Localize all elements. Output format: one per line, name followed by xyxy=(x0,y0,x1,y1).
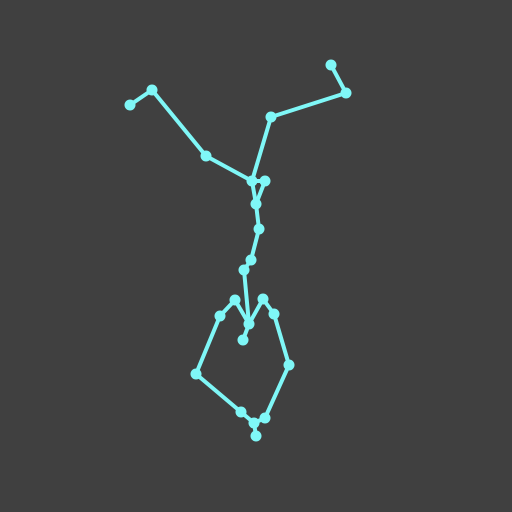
joint-head_l xyxy=(124,99,136,111)
joint-pelvis xyxy=(238,264,250,276)
joint-head xyxy=(325,59,337,71)
joint-ankle_l xyxy=(235,406,247,418)
joint-foot_r xyxy=(250,430,262,442)
bone-knee_r-ankle_r xyxy=(263,363,291,420)
joint-groin xyxy=(237,334,249,346)
joint-knee_l xyxy=(190,368,202,380)
bone-pelvis-crotch xyxy=(242,268,251,326)
joint-chest_a xyxy=(246,175,258,187)
joint-shoulder_r xyxy=(265,111,277,123)
joint-spine_2 xyxy=(253,223,265,235)
joint-neck_l xyxy=(146,84,158,96)
bone-neck_l-elbow_l xyxy=(150,88,208,158)
joint-neck_r xyxy=(340,87,352,99)
joint-knee_r xyxy=(283,359,295,371)
bone-shoulder_r-chest_a xyxy=(250,115,273,183)
bone-knee_l-ankle_l xyxy=(194,372,243,414)
joint-crotch xyxy=(243,318,255,330)
bone-knee_l_top-knee_l xyxy=(194,314,222,376)
joint-chest_b xyxy=(259,175,271,187)
joint-elbow_l xyxy=(200,150,212,162)
bone-elbow_l-chest_a xyxy=(204,154,254,183)
joint-knee_l_top xyxy=(214,310,226,322)
bone-knee_r_top-knee_r xyxy=(272,312,291,367)
joint-spine_3 xyxy=(245,254,257,266)
joint-hip_r xyxy=(257,293,269,305)
joint-foot_l xyxy=(248,417,260,429)
skeleton-joints xyxy=(124,59,352,442)
joint-knee_r_top xyxy=(268,308,280,320)
bone-neck_r-shoulder_r xyxy=(269,91,348,119)
joint-ankle_r xyxy=(259,412,271,424)
joint-spine_1 xyxy=(250,198,262,210)
joint-hip_l xyxy=(229,294,241,306)
